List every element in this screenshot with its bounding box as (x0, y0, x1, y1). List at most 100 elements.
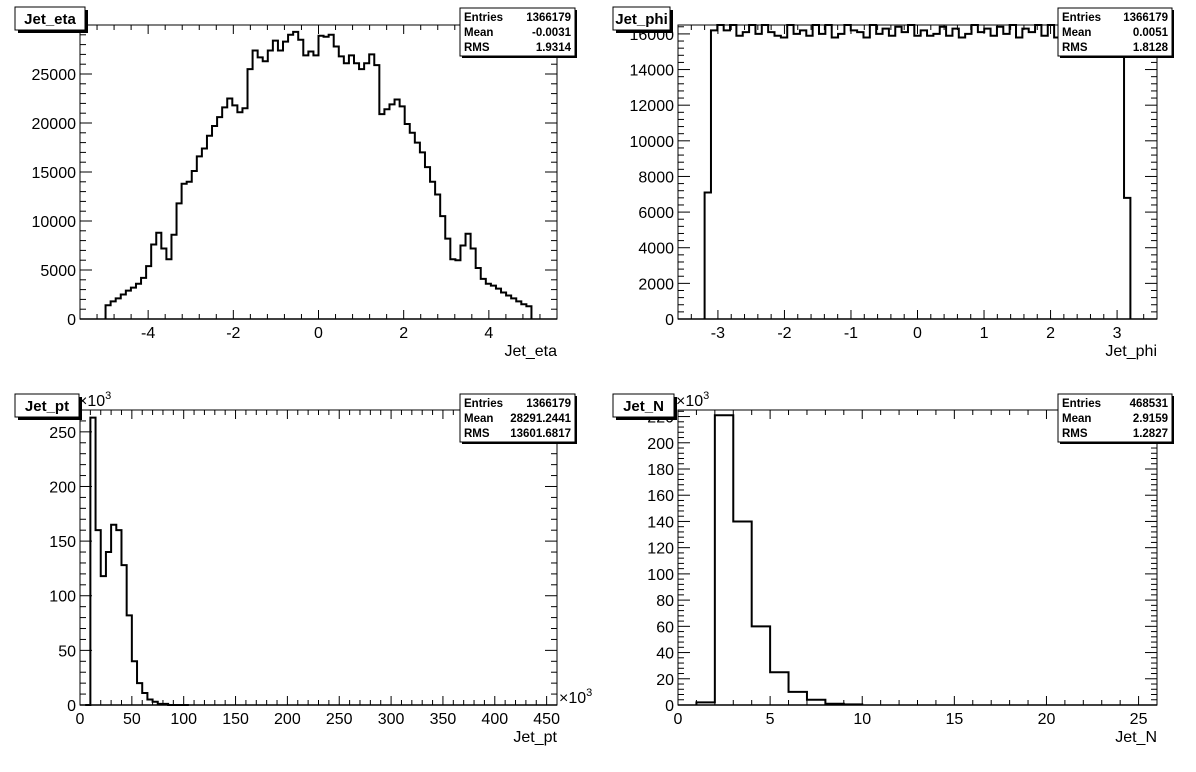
histogram-title: Jet_phi (615, 11, 668, 28)
x-tick-label: 3 (1113, 325, 1122, 342)
stats-label: Entries (464, 398, 503, 410)
x-tick-label: 0 (314, 325, 323, 342)
y-tick-label: 8000 (638, 169, 674, 186)
x-axis-title: Jet_phi (1105, 343, 1157, 360)
y-tick-label: 10000 (32, 214, 77, 231)
stats-value: 1.2827 (1133, 428, 1168, 440)
x-tick-label: 450 (533, 711, 560, 728)
y-axis-exponent-power: 3 (703, 390, 709, 402)
x-tick-label: 0 (674, 711, 683, 728)
x-tick-label: 100 (170, 711, 197, 728)
stats-value: 13601.6817 (510, 428, 571, 440)
stats-value: 1.8128 (1133, 42, 1169, 54)
y-tick-label: 200 (49, 479, 76, 496)
y-tick-label: 5000 (40, 263, 76, 280)
plot-frame (79, 24, 558, 320)
x-tick-label: 10 (853, 711, 871, 728)
stats-box (459, 393, 576, 443)
title-box (612, 6, 671, 31)
histogram-title: Jet_eta (24, 11, 76, 28)
x-tick-label: 25 (1130, 711, 1148, 728)
y-tick-label: 120 (647, 541, 674, 558)
plot-frame (79, 409, 558, 706)
x-axis-exponent: ×103 (559, 687, 592, 707)
histogram-line (104, 30, 533, 319)
y-tick-label: 0 (665, 698, 674, 715)
x-tick-label: 400 (481, 711, 508, 728)
x-tick-label: 150 (222, 711, 249, 728)
y-tick-label: 6000 (638, 205, 674, 222)
stats-box (1057, 7, 1173, 57)
stats-value: 1366179 (526, 398, 571, 410)
histogram-line (85, 416, 189, 706)
y-tick-label: 180 (647, 462, 674, 479)
stats-value: 1.9314 (536, 42, 572, 54)
histogram-panel-jet-eta: -4-2024050001000015000200002500030000Jet… (14, 6, 577, 360)
x-tick-label: -3 (711, 325, 725, 342)
stats-value: -0.0031 (532, 27, 572, 39)
x-tick-label: 300 (378, 711, 405, 728)
y-axis-exponent: ×103 (676, 390, 709, 410)
histogram-line (703, 24, 1132, 319)
title-box (14, 393, 80, 418)
x-axis-title: Jet_pt (513, 729, 557, 746)
y-tick-label: 4000 (638, 241, 674, 258)
x-tick-label: -4 (141, 325, 155, 342)
y-tick-label: 100 (49, 589, 76, 606)
x-axis-title: Jet_N (1115, 729, 1157, 746)
stats-label: Entries (464, 12, 503, 24)
stats-label: Mean (464, 27, 493, 39)
y-tick-label: 0 (67, 698, 76, 715)
stats-label: RMS (464, 428, 490, 440)
stats-value: 468531 (1130, 398, 1169, 410)
y-axis-exponent-power: 3 (105, 390, 111, 402)
plot-frame (677, 24, 1158, 320)
x-tick-label: 200 (274, 711, 301, 728)
stats-label: RMS (1062, 428, 1088, 440)
histogram-line (695, 414, 864, 706)
x-tick-label: -2 (777, 325, 791, 342)
y-tick-label: 15000 (32, 165, 77, 182)
stats-value: 1366179 (1123, 12, 1168, 24)
x-tick-label: 250 (326, 711, 353, 728)
stats-box (459, 7, 576, 57)
x-tick-label: 0 (913, 325, 922, 342)
x-tick-label: 4 (484, 325, 493, 342)
stats-box (1057, 393, 1173, 443)
x-tick-label: 0 (76, 711, 85, 728)
y-tick-label: 200 (647, 436, 674, 453)
stats-value: 28291.2441 (510, 413, 571, 425)
y-tick-label: 40 (656, 646, 674, 663)
histogram-title: Jet_pt (25, 398, 69, 415)
x-tick-label: 20 (1038, 711, 1056, 728)
plot-frame (677, 409, 1158, 706)
y-tick-label: 100 (647, 567, 674, 584)
x-tick-label: 50 (123, 711, 141, 728)
y-tick-label: 60 (656, 619, 674, 636)
y-tick-label: 50 (58, 643, 76, 660)
y-tick-label: 0 (665, 312, 674, 329)
x-tick-label: -1 (844, 325, 858, 342)
y-tick-label: 0 (67, 312, 76, 329)
x-axis-exponent-power: 3 (586, 687, 592, 699)
histogram-panel-jet-n: 0510152025020406080100120140160180200220… (612, 390, 1174, 746)
y-tick-label: 160 (647, 488, 674, 505)
x-tick-label: -2 (226, 325, 240, 342)
y-tick-label: 140 (647, 514, 674, 531)
stats-label: RMS (464, 42, 490, 54)
x-tick-label: 2 (1046, 325, 1055, 342)
title-box (612, 393, 675, 418)
stats-label: Mean (464, 413, 493, 425)
x-tick-label: 1 (980, 325, 989, 342)
stats-label: Entries (1062, 12, 1101, 24)
stats-label: Entries (1062, 398, 1101, 410)
x-tick-label: 350 (430, 711, 457, 728)
title-box (14, 6, 86, 31)
y-tick-label: 14000 (630, 63, 675, 80)
y-tick-label: 10000 (630, 134, 675, 151)
y-axis-exponent: ×103 (78, 390, 111, 410)
histogram-title: Jet_N (623, 398, 664, 415)
histogram-panel-jet-phi: -3 -2 -1 0 1 2 3 0 2000 4000 6000 8000 10000 12000 140… (612, 6, 1174, 360)
stats-value: 2.9159 (1133, 413, 1168, 425)
